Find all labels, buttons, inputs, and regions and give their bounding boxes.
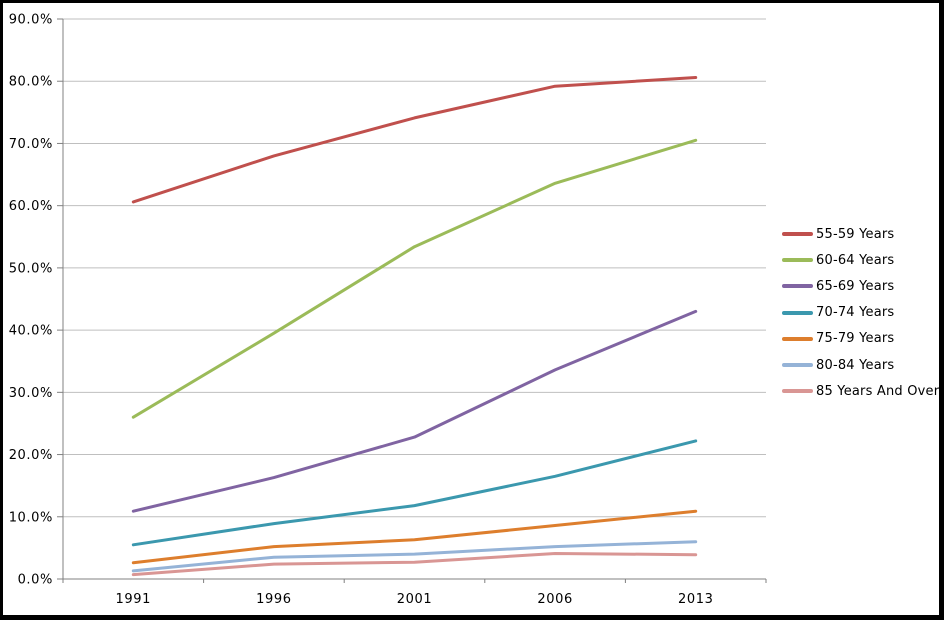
- legend-swatch-icon: [782, 336, 813, 341]
- series-line-55-59-years: [131, 76, 698, 204]
- legend-item-55-59-years: 55-59 Years: [782, 221, 939, 247]
- legend-swatch-icon: [782, 232, 813, 237]
- y-axis-label: 50.0%: [9, 261, 53, 276]
- series-line-85-years-and-over: [131, 552, 698, 577]
- legend-swatch-icon: [782, 389, 813, 394]
- legend-item-70-74-years: 70-74 Years: [782, 300, 939, 326]
- y-axis-label: 20.0%: [9, 448, 53, 463]
- legend-item-75-79-years: 75-79 Years: [782, 326, 939, 352]
- y-axis-label: 10.0%: [9, 510, 53, 525]
- y-axis-label: 0.0%: [18, 573, 53, 588]
- series-line-75-79-years: [131, 509, 698, 565]
- x-axis-label: 2006: [537, 592, 572, 607]
- series-line-70-74-years: [131, 439, 698, 547]
- legend-label: 85 Years And Over: [816, 383, 940, 399]
- y-axis-label: 40.0%: [9, 324, 53, 339]
- legend: 55-59 Years 60-64 Years 65-69 Years 70-74 Y…: [782, 221, 939, 404]
- legend-label: 80-84 Years: [816, 357, 895, 373]
- legend-label: 75-79 Years: [816, 331, 895, 347]
- line-chart-canvas: 0.0% 10.0% 20.0% 30.0% 40.0% 50.0% 60.0% 70.0% 8…: [9, 13, 767, 607]
- legend-label: 60-64 Years: [816, 252, 895, 268]
- legend-item-60-64-years: 60-64 Years: [782, 247, 939, 273]
- legend-item-80-84-years: 80-84 Years: [782, 352, 939, 378]
- legend-swatch-icon: [782, 284, 813, 289]
- x-axis-label: 2001: [397, 592, 432, 607]
- x-axis-label: 1996: [256, 592, 291, 607]
- y-axis-label: 80.0%: [9, 75, 53, 90]
- y-axis-label: 60.0%: [9, 199, 53, 214]
- x-axis-label: 1991: [116, 592, 151, 607]
- legend-swatch-icon: [782, 310, 813, 315]
- y-axis-label: 30.0%: [9, 386, 53, 401]
- series-line-65-69-years: [131, 309, 698, 513]
- legend-item-65-69-years: 65-69 Years: [782, 273, 939, 299]
- series-line-60-64-years: [131, 138, 698, 419]
- legend-label: 65-69 Years: [816, 278, 895, 294]
- y-axis-label: 70.0%: [9, 137, 53, 152]
- legend-swatch-icon: [782, 363, 813, 368]
- legend-item-85-years-and-over: 85 Years And Over: [782, 378, 939, 404]
- series-line-80-84-years: [131, 540, 698, 573]
- y-axis-label: 90.0%: [9, 13, 53, 28]
- legend-swatch-icon: [782, 258, 813, 263]
- legend-label: 70-74 Years: [816, 305, 895, 321]
- legend-label: 55-59 Years: [816, 226, 895, 242]
- x-axis-label: 2013: [678, 592, 713, 607]
